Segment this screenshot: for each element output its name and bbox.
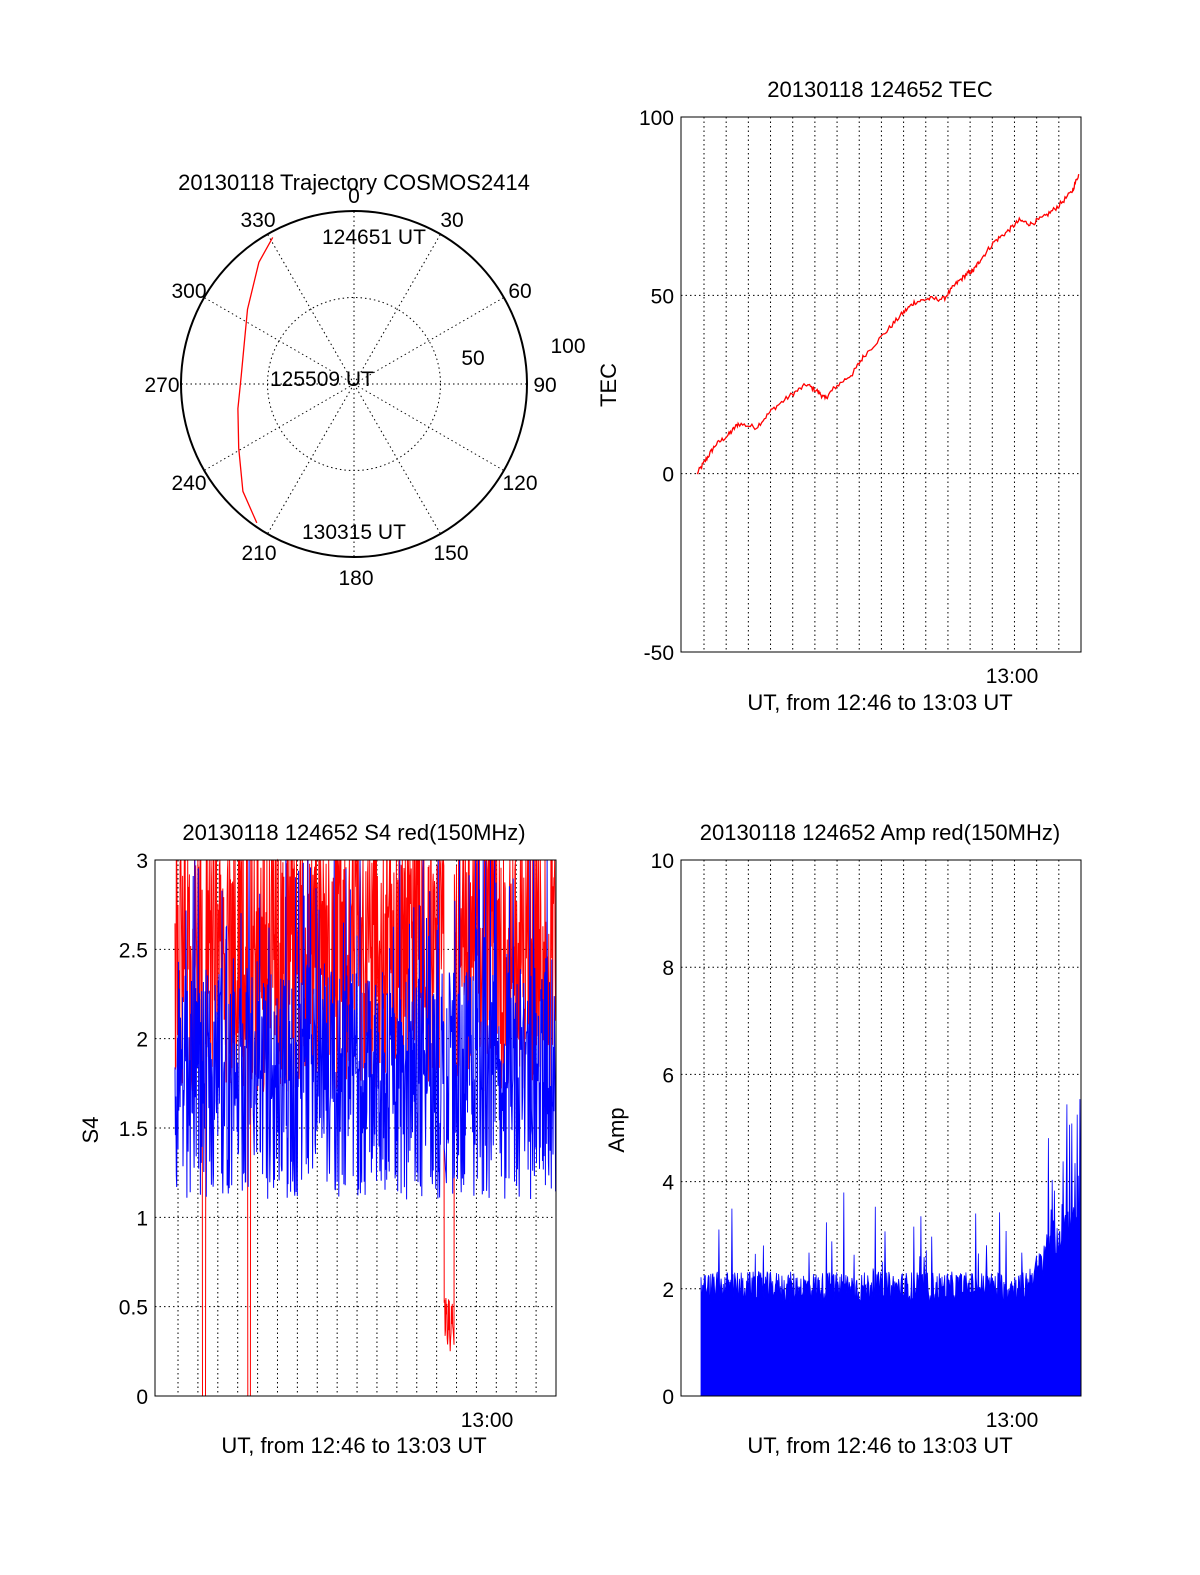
s4-panel: 20130118 124652 S4 red(150MHz) 0 0.5 1 1.5 2… [78,820,557,1458]
tec-frame [680,116,1082,653]
az-label: 210 [241,542,276,565]
tec-y-label: TEC [596,363,621,407]
az-label: 30 [440,209,463,232]
amp-series [700,1099,1082,1397]
polar-grid-spoke [353,297,505,385]
polar-grid-spoke [203,297,355,385]
polar-grid [181,211,527,557]
y-tick-label: 50 [651,285,674,308]
y-tick-label: 2 [662,1279,674,1302]
amp-title: 20130118 124652 Amp red(150MHz) [700,820,1060,845]
az-label: 300 [171,280,206,303]
s4-frame [154,859,557,1397]
amp-series-area [700,1099,1082,1397]
tec-panel: 20130118 124652 TEC -50 0 50 100 13:00 UT, … [596,77,1082,715]
az-label: 120 [502,472,537,495]
az-label: 330 [240,209,275,232]
az-label: 270 [144,374,179,397]
radial-label: 100 [550,335,585,358]
amp-panel: 20130118 124652 Amp red(150MHz) 0246810 … [604,820,1082,1458]
y-tick-label: 2.5 [119,939,148,962]
polar-title: 20130118 Trajectory COSMOS2414 [178,170,530,195]
az-label: 180 [338,567,373,590]
polar-azimuth-labels: 0 30 60 90 120 150 180 210 240 270 300 3… [144,185,585,590]
y-tick-label: 1.5 [119,1118,148,1141]
amp-x-tick: 13:00 [986,1409,1039,1432]
trajectory-start-label: 124651 UT [322,226,426,249]
tec-y-ticks: -50 0 50 100 [639,107,674,665]
polar-grid-spoke [353,383,505,471]
y-tick-label: 8 [662,957,674,980]
amp-frame [680,859,1082,1397]
y-tick-label: -50 [644,642,674,665]
tec-x-label: UT, from 12:46 to 13:03 UT [747,690,1012,715]
az-label: 0 [348,185,360,208]
s4-blue-series-line [174,859,557,1200]
polar-grid-spoke [353,233,441,385]
tec-grid [681,117,1081,652]
y-tick-label: 100 [639,107,674,130]
tec-series-line [696,173,1080,475]
y-tick-label: 6 [662,1064,674,1087]
s4-series [174,858,557,1397]
polar-panel: 20130118 Trajectory COSMOS2414 0 30 60 9… [144,170,585,590]
polar-grid-spoke [353,383,441,535]
amp-y-ticks: 0 2 4 6 8 10 [651,850,675,1409]
y-tick-label: 4 [662,1172,674,1195]
polar-grid-spoke [203,383,355,471]
y-tick-label: 0.5 [119,1297,148,1320]
polar-grid-spoke [267,383,355,535]
trajectory-line [237,237,274,524]
y-tick-label: 1 [136,1207,148,1230]
y-tick-label: 10 [651,850,674,873]
az-label: 150 [433,542,468,565]
trajectory-end-label: 130315 UT [302,521,406,544]
trajectory-mid-label: 125509 UT [270,368,374,391]
tec-title: 20130118 124652 TEC [767,77,993,102]
az-label: 90 [533,374,556,397]
az-label: 240 [171,472,206,495]
y-tick-label: 0 [136,1386,148,1409]
s4-title: 20130118 124652 S4 red(150MHz) [182,820,525,845]
s4-x-label: UT, from 12:46 to 13:03 UT [221,1433,486,1458]
amp-y-label: Amp [604,1107,629,1152]
y-tick-label: 0 [662,464,674,487]
y-tick-label: 2 [136,1029,148,1052]
y-tick-label: 0 [662,1386,674,1409]
radial-label: 50 [461,347,484,370]
y-tick-label: 3 [136,850,148,873]
s4-y-ticks: 0 0.5 1 1.5 2 2.5 3 [119,850,148,1409]
az-label: 60 [508,280,531,303]
polar-grid-spoke [267,233,355,385]
s4-x-tick: 13:00 [461,1409,514,1432]
amp-x-label: UT, from 12:46 to 13:03 UT [747,1433,1012,1458]
tec-x-tick: 13:00 [986,665,1039,688]
polar-outer-circle [180,210,528,558]
s4-y-label: S4 [78,1117,103,1144]
